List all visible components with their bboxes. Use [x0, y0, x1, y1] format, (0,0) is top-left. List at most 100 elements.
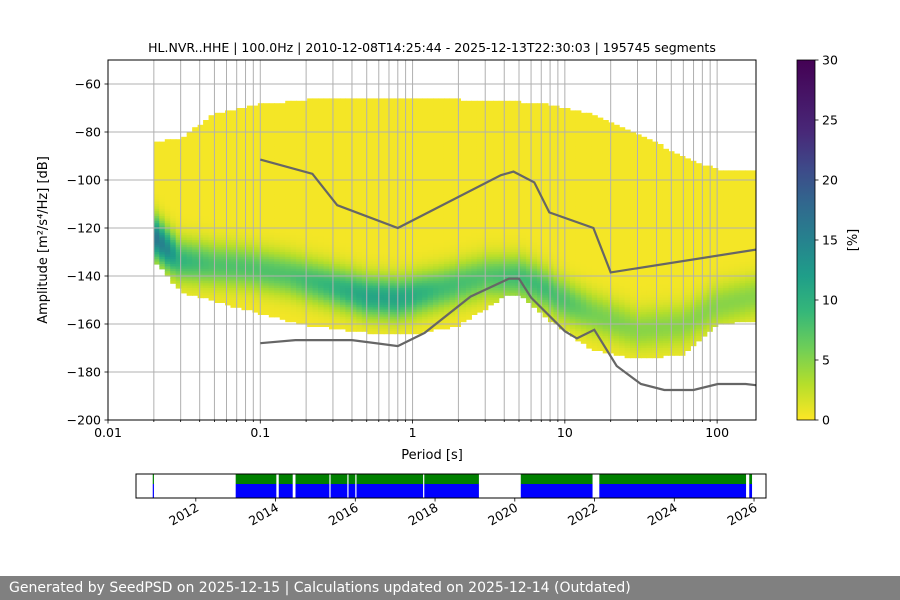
psd-cell [405, 309, 412, 313]
psd-cell [235, 271, 243, 275]
psd-cell [175, 144, 182, 147]
psd-cell [257, 103, 264, 107]
psd-cell [312, 153, 319, 157]
psd-cell [427, 196, 434, 200]
psd-cell [356, 240, 363, 243]
psd-cell [197, 165, 204, 169]
psd-cell [443, 163, 451, 167]
psd-cell [274, 309, 281, 313]
psd-cell [246, 266, 253, 270]
psd-cell [372, 201, 379, 205]
psd-cell [361, 206, 368, 210]
psd-cell [433, 177, 440, 181]
psd-cell [372, 98, 379, 102]
psd-cell [219, 148, 226, 152]
psd-cell [460, 271, 467, 275]
psd-cell [449, 194, 456, 198]
psd-cell [411, 300, 418, 303]
psd-cell [225, 192, 232, 195]
psd-cell [170, 213, 177, 217]
psd-cell [350, 108, 357, 111]
psd-cell [422, 127, 429, 131]
psd-cell [318, 302, 325, 306]
psd-cell [438, 312, 445, 315]
psd-cell [312, 312, 319, 315]
psd-cell [252, 139, 259, 143]
psd-cell [279, 153, 286, 157]
psd-cell [449, 141, 456, 145]
psd-cell [312, 194, 319, 198]
psd-cell [383, 141, 390, 145]
psd-cell [208, 134, 215, 138]
psd-cell [246, 302, 253, 306]
psd-cell [422, 122, 429, 126]
psd-cell [443, 134, 451, 138]
psd-cell [427, 300, 434, 303]
psd-cell [225, 115, 232, 119]
psd-cell [263, 208, 270, 212]
psd-cell [378, 302, 385, 306]
psd-cell [285, 199, 292, 203]
psd-cell [378, 189, 385, 193]
psd-cell [230, 163, 237, 167]
psd-cell [257, 153, 264, 157]
psd-cell [219, 177, 226, 181]
psd-cell [312, 151, 319, 155]
psd-cell [400, 136, 407, 140]
psd-cell [225, 278, 232, 282]
psd-cell [400, 158, 407, 162]
psd-cell [197, 206, 204, 210]
psd-cell [449, 129, 456, 133]
psd-cell [427, 232, 434, 236]
psd-cell [405, 312, 412, 315]
psd-cell [422, 307, 429, 311]
psd-cell [252, 189, 259, 193]
psd-cell [443, 194, 451, 198]
psd-cell [159, 247, 166, 251]
psd-cell [164, 237, 171, 241]
psd-cell [219, 153, 226, 157]
psd-cell [307, 319, 314, 323]
psd-cell [208, 175, 215, 179]
psd-cell [449, 321, 456, 325]
psd-cell [285, 117, 292, 121]
psd-cell [274, 144, 281, 147]
psd-cell [208, 151, 215, 155]
psd-cell [383, 165, 390, 169]
psd-cell [307, 187, 314, 191]
psd-cell [383, 244, 390, 248]
psd-cell [438, 237, 445, 241]
psd-cell [219, 204, 226, 207]
psd-cell [214, 187, 221, 191]
psd-cell [416, 153, 423, 157]
psd-cell [290, 206, 297, 210]
psd-cell [170, 240, 177, 243]
psd-cell [427, 187, 434, 191]
psd-cell [159, 153, 166, 157]
psd-cell [411, 259, 418, 263]
psd-cell [153, 204, 160, 207]
psd-cell [208, 290, 215, 294]
psd-cell [268, 112, 275, 116]
psd-cell [438, 177, 445, 181]
psd-cell [405, 285, 412, 289]
psd-cell [279, 280, 286, 284]
psd-cell [246, 196, 253, 200]
psd-cell [279, 244, 286, 248]
psd-cell [356, 295, 363, 299]
psd-cell [389, 307, 396, 311]
psd-cell [307, 223, 314, 227]
psd-cell [318, 144, 325, 147]
psd-cell [257, 208, 264, 212]
psd-cell [460, 108, 467, 111]
psd-cell [345, 237, 352, 241]
psd-cell [181, 266, 188, 270]
psd-cell [350, 187, 357, 191]
psd-cell [186, 242, 193, 246]
psd-cell [356, 172, 363, 176]
psd-cell [438, 228, 445, 231]
psd-cell [443, 151, 451, 155]
psd-cell [252, 201, 259, 205]
psd-cell [350, 196, 357, 200]
psd-cell [367, 165, 374, 169]
